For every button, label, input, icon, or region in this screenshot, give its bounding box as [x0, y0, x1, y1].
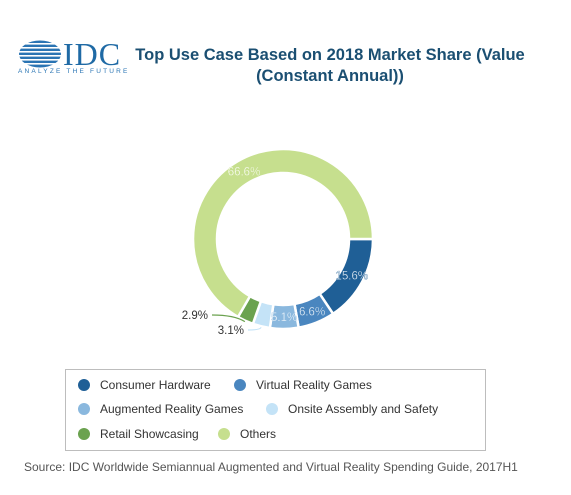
leader-line — [247, 327, 262, 331]
chart-title: Top Use Case Based on 2018 Market Share … — [135, 46, 525, 85]
legend-item-retail-showcasing: Retail Showcasing — [78, 427, 199, 441]
legend-label: Retail Showcasing — [100, 427, 199, 441]
legend-swatch — [266, 403, 278, 415]
legend-item-consumer-hardware: Consumer Hardware — [78, 378, 211, 392]
legend-item-augmented-reality-games: Augmented Reality Games — [78, 402, 243, 416]
legend-item-others: Others — [218, 427, 276, 441]
leader-lines — [211, 314, 262, 331]
source-note: Source: IDC Worldwide Semiannual Augment… — [24, 460, 518, 474]
idc-wordmark: IDC — [63, 36, 122, 72]
slice-label: 6.6% — [299, 306, 325, 318]
slice-label: 3.1% — [218, 325, 244, 337]
legend-swatch — [78, 379, 90, 391]
donut-slices — [191, 147, 375, 331]
legend-label: Onsite Assembly and Safety — [288, 402, 439, 416]
legend-swatch — [78, 428, 90, 440]
legend-label: Others — [240, 427, 277, 441]
donut-slice-others — [191, 147, 375, 319]
legend-label: Augmented Reality Games — [100, 402, 244, 416]
legend-swatch — [234, 379, 246, 391]
idc-logo: IDC ANALYZE THE FUTURE — [16, 36, 131, 78]
legend-item-virtual-reality-games: Virtual Reality Games — [234, 378, 372, 392]
idc-globe-icon — [18, 40, 62, 68]
donut-chart: 15.6% 6.6%5.1% 3.1% 2.9% 66.6% — [182, 147, 375, 337]
slice-label: 2.9% — [182, 310, 208, 322]
slice-label: 66.6% — [228, 166, 261, 178]
legend-swatch — [78, 403, 90, 415]
legend-label: Consumer Hardware — [100, 378, 211, 392]
slice-labels: 15.6% 6.6%5.1% 3.1% 2.9% 66.6% — [182, 166, 368, 337]
legend-swatch — [218, 428, 230, 440]
slice-label: 15.6% — [335, 271, 368, 283]
legend-item-onsite-assembly-and-safety: Onsite Assembly and Safety — [266, 402, 438, 416]
idc-tagline: ANALYZE THE FUTURE — [18, 68, 130, 75]
legend-label: Virtual Reality Games — [256, 378, 372, 392]
leader-line — [211, 314, 246, 323]
slice-label: 5.1% — [271, 312, 297, 324]
chart-legend: Consumer Hardware Virtual Reality Games … — [65, 369, 486, 451]
